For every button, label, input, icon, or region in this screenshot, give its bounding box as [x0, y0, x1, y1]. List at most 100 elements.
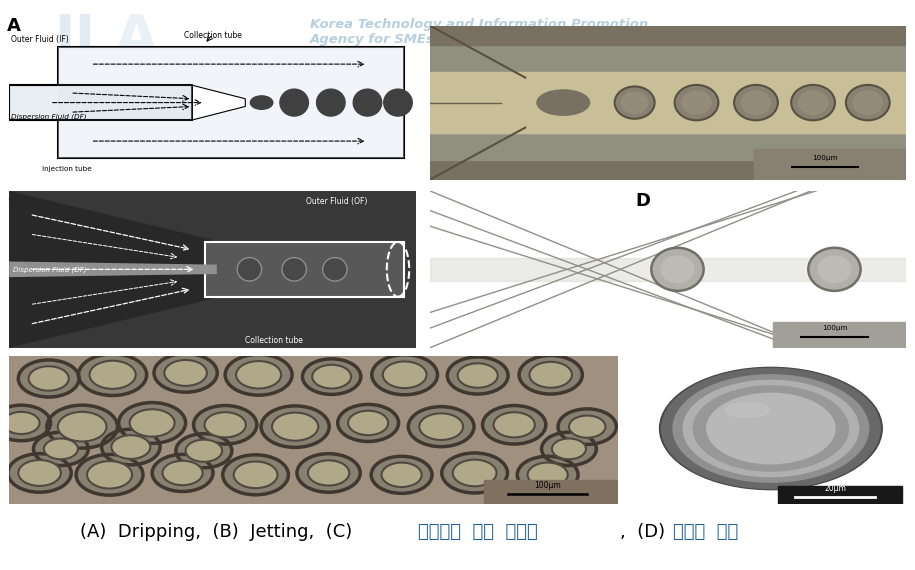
- Circle shape: [808, 248, 861, 291]
- Circle shape: [651, 248, 704, 291]
- Polygon shape: [9, 262, 217, 277]
- Circle shape: [186, 439, 222, 462]
- Circle shape: [79, 354, 146, 396]
- Circle shape: [684, 380, 858, 477]
- Text: A: A: [115, 12, 158, 66]
- Circle shape: [308, 461, 350, 486]
- Circle shape: [662, 368, 880, 488]
- Circle shape: [152, 454, 213, 491]
- Circle shape: [261, 406, 329, 447]
- Circle shape: [154, 353, 217, 392]
- Circle shape: [482, 405, 546, 444]
- Bar: [484, 481, 618, 504]
- Text: Outer Fluid (IF): Outer Fluid (IF): [11, 35, 69, 44]
- Circle shape: [165, 360, 207, 386]
- Bar: [754, 149, 906, 180]
- Circle shape: [853, 90, 883, 115]
- Text: A: A: [7, 17, 21, 35]
- Text: Collection tube: Collection tube: [245, 336, 303, 344]
- Circle shape: [371, 456, 432, 494]
- Polygon shape: [9, 191, 212, 348]
- Circle shape: [119, 402, 186, 443]
- Circle shape: [348, 411, 388, 435]
- Polygon shape: [58, 47, 404, 158]
- Circle shape: [442, 453, 508, 493]
- Circle shape: [58, 412, 106, 441]
- Text: (A)  Dripping,  (B)  Jetting,  (C): (A) Dripping, (B) Jetting, (C): [80, 523, 358, 541]
- Bar: [430, 160, 906, 180]
- Circle shape: [447, 357, 508, 394]
- Circle shape: [569, 416, 606, 438]
- Circle shape: [706, 393, 835, 464]
- Circle shape: [681, 90, 712, 115]
- Circle shape: [458, 363, 498, 388]
- Text: B: B: [7, 212, 21, 230]
- Text: Dispersion Fluid (DF): Dispersion Fluid (DF): [11, 113, 87, 120]
- Text: Injection tube: Injection tube: [42, 166, 92, 172]
- Circle shape: [44, 438, 78, 459]
- Polygon shape: [192, 86, 245, 120]
- Text: D: D: [635, 192, 650, 210]
- Bar: [430, 26, 906, 45]
- Bar: [772, 322, 906, 348]
- Text: 100μm: 100μm: [822, 325, 847, 331]
- Circle shape: [222, 455, 288, 495]
- Circle shape: [817, 255, 852, 283]
- Circle shape: [0, 405, 50, 441]
- Circle shape: [282, 258, 307, 281]
- Bar: [778, 486, 902, 503]
- Circle shape: [383, 89, 413, 116]
- Circle shape: [694, 386, 848, 471]
- Circle shape: [661, 255, 694, 283]
- Circle shape: [90, 361, 135, 389]
- Circle shape: [338, 405, 399, 441]
- Bar: [205, 242, 404, 297]
- Circle shape: [112, 435, 150, 459]
- Text: 단분산성  더블  에멀전: 단분산성 더블 에멀전: [418, 523, 538, 541]
- Circle shape: [798, 90, 828, 115]
- Circle shape: [558, 409, 617, 445]
- Circle shape: [353, 89, 382, 116]
- Circle shape: [660, 368, 882, 490]
- Circle shape: [272, 413, 318, 441]
- Bar: [430, 258, 906, 281]
- Circle shape: [163, 461, 202, 485]
- Text: 100μm: 100μm: [813, 155, 838, 161]
- Ellipse shape: [537, 90, 589, 115]
- Circle shape: [552, 438, 586, 459]
- Circle shape: [237, 258, 262, 281]
- Circle shape: [673, 375, 868, 482]
- Text: Korea Technology and Information Promotion: Korea Technology and Information Promoti…: [310, 18, 648, 31]
- Text: Outer Fluid (OF): Outer Fluid (OF): [307, 197, 368, 206]
- Circle shape: [382, 361, 426, 388]
- Circle shape: [130, 409, 175, 437]
- Text: 고분자  캡슐: 고분자 캡슐: [673, 523, 738, 541]
- Circle shape: [542, 432, 597, 466]
- Circle shape: [280, 89, 308, 116]
- Circle shape: [791, 85, 835, 120]
- Circle shape: [47, 405, 117, 448]
- Circle shape: [317, 89, 345, 116]
- Bar: [430, 133, 906, 160]
- Text: Collection tube: Collection tube: [184, 31, 242, 40]
- Text: 20μm: 20μm: [824, 483, 846, 492]
- Circle shape: [323, 258, 347, 281]
- Bar: [58, 47, 404, 158]
- Circle shape: [18, 460, 61, 486]
- Circle shape: [615, 87, 654, 119]
- Circle shape: [674, 85, 718, 120]
- Circle shape: [312, 365, 351, 389]
- Bar: [430, 45, 906, 72]
- Circle shape: [297, 454, 361, 492]
- Circle shape: [734, 85, 778, 120]
- Circle shape: [453, 459, 497, 486]
- Text: II: II: [55, 12, 96, 66]
- Text: ,  (D): , (D): [620, 523, 671, 541]
- Circle shape: [382, 463, 422, 487]
- Text: Dispersion Fluid (DF): Dispersion Fluid (DF): [13, 266, 87, 272]
- Bar: [9, 86, 192, 120]
- Circle shape: [517, 456, 578, 494]
- Circle shape: [236, 361, 281, 389]
- Circle shape: [303, 359, 361, 394]
- Circle shape: [3, 412, 39, 434]
